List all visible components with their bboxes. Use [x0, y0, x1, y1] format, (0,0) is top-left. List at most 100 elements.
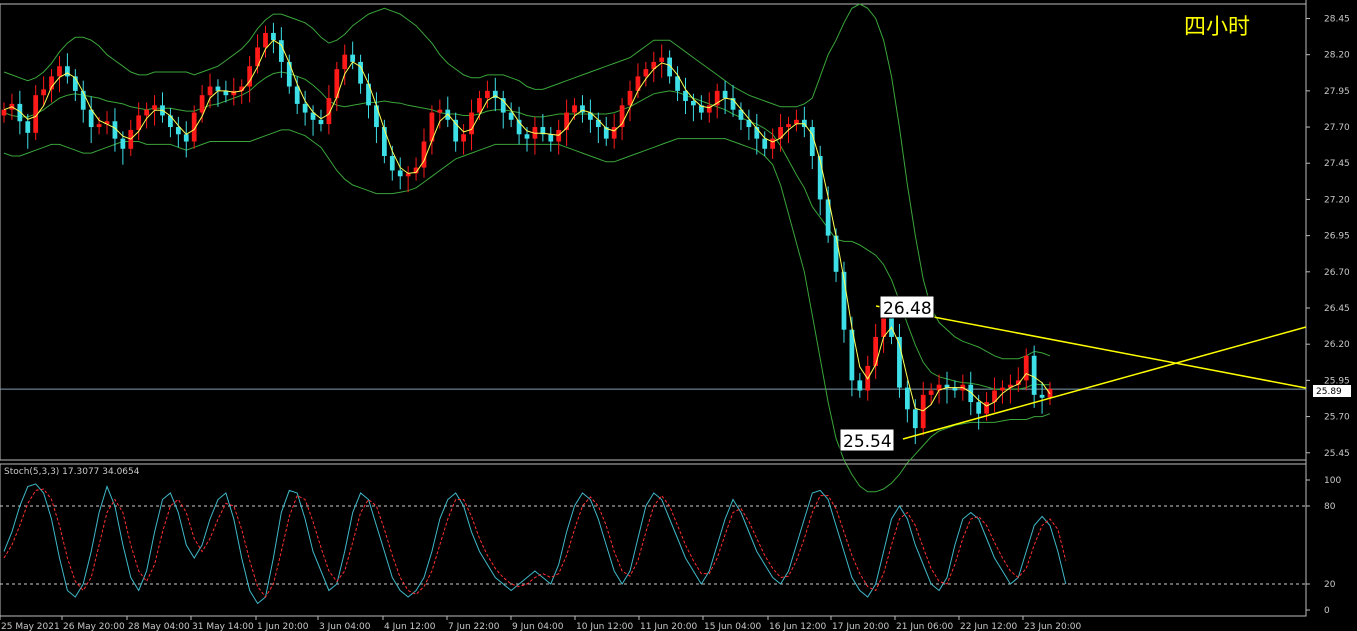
- candle-body: [104, 121, 110, 125]
- candle: [1015, 367, 1021, 392]
- candle-body: [199, 95, 205, 113]
- candle-body: [786, 124, 791, 128]
- candle: [41, 76, 46, 106]
- candle-body: [80, 90, 86, 110]
- candle-body: [992, 390, 997, 403]
- candle-body: [524, 134, 530, 139]
- candle-body: [794, 119, 799, 125]
- candle: [461, 124, 466, 155]
- time-tick-label: 11 Jun 20:00: [640, 622, 697, 631]
- candle-body: [667, 57, 673, 77]
- candle: [49, 69, 54, 103]
- candle-body: [595, 119, 601, 128]
- candle-body: [1, 109, 7, 116]
- candle-body: [1039, 394, 1045, 398]
- candle-body: [41, 89, 46, 96]
- candle: [302, 90, 308, 126]
- low-callout-value: 25.54: [843, 432, 892, 452]
- candle-body: [366, 83, 371, 106]
- candle-body: [120, 138, 126, 149]
- candle: [120, 131, 126, 165]
- candle-body: [675, 76, 680, 91]
- candle: [738, 102, 744, 130]
- price-tick-label: 26.20: [1324, 340, 1350, 350]
- candle: [580, 95, 585, 123]
- candle-body: [152, 105, 157, 110]
- price-tick-label: 26.95: [1324, 232, 1350, 242]
- candle-body: [580, 105, 585, 113]
- candle-body: [144, 109, 150, 116]
- stoch-tick-label: 0: [1324, 606, 1330, 616]
- time-tick-label: 15 Jun 04:00: [704, 622, 761, 631]
- candle-body: [17, 103, 23, 122]
- candle: [588, 99, 593, 133]
- candle-body: [857, 380, 863, 391]
- candle: [223, 80, 229, 103]
- time-tick-label: 21 Jun 06:00: [896, 622, 953, 631]
- candle: [239, 79, 245, 104]
- high-callout-box: [879, 295, 935, 319]
- candle: [286, 54, 292, 94]
- candle-body: [310, 112, 316, 120]
- candle: [675, 66, 680, 101]
- candle-body: [683, 90, 688, 101]
- candle-body: [928, 390, 934, 395]
- candle: [841, 261, 847, 343]
- candle: [231, 77, 237, 106]
- candle: [445, 96, 451, 128]
- candle-body: [849, 329, 855, 381]
- candle: [683, 77, 688, 115]
- candle: [992, 377, 997, 413]
- candle: [405, 166, 411, 193]
- candle-body: [698, 105, 704, 113]
- candle: [912, 399, 918, 445]
- candle-body: [659, 57, 665, 62]
- candle: [801, 106, 807, 138]
- candle-body: [1015, 380, 1021, 385]
- candle-body: [920, 394, 926, 429]
- low-callout: 25.54: [839, 428, 895, 452]
- candle-body: [49, 76, 54, 90]
- candle: [136, 102, 142, 141]
- candle: [342, 44, 348, 86]
- candle-body: [358, 61, 363, 84]
- candle-body: [754, 127, 760, 139]
- candle-body: [453, 119, 459, 142]
- candle-body: [841, 271, 847, 330]
- candle: [1023, 348, 1029, 391]
- time-tick-label: 31 May 14:00: [192, 622, 254, 631]
- candle-body: [936, 384, 942, 391]
- candle: [540, 114, 546, 142]
- candle: [453, 112, 459, 152]
- candle-body: [57, 66, 62, 77]
- candle: [936, 374, 942, 404]
- bollinger-middle: [3, 71, 1050, 391]
- stoch-signal-line: [3, 488, 1067, 598]
- candle: [191, 105, 197, 149]
- candle-body: [175, 127, 181, 135]
- time-tick-label: 4 Jun 12:00: [384, 622, 436, 631]
- candle: [857, 373, 863, 398]
- candle: [88, 96, 94, 143]
- candle-body: [1031, 355, 1037, 395]
- candle: [603, 116, 609, 146]
- price-tick-label: 27.45: [1324, 159, 1350, 169]
- candle: [278, 27, 284, 78]
- time-tick-label: 16 Jun 12:00: [769, 622, 826, 631]
- candle-body: [540, 127, 546, 135]
- candle-body: [984, 402, 989, 414]
- candle: [643, 61, 649, 87]
- candle-body: [397, 170, 403, 177]
- stochastic-panel: 100 80 20 0: [0, 463, 1341, 617]
- time-tick-label: 7 Jun 22:00: [448, 622, 500, 631]
- candle-body: [817, 156, 823, 200]
- price-tick-label: 26.45: [1324, 304, 1350, 314]
- candle: [722, 80, 728, 115]
- candle: [112, 108, 118, 152]
- candle-body: [548, 134, 554, 142]
- candle: [794, 109, 799, 132]
- candle-body: [247, 66, 253, 87]
- candle: [548, 127, 554, 152]
- price-tick-label: 26.70: [1324, 268, 1350, 278]
